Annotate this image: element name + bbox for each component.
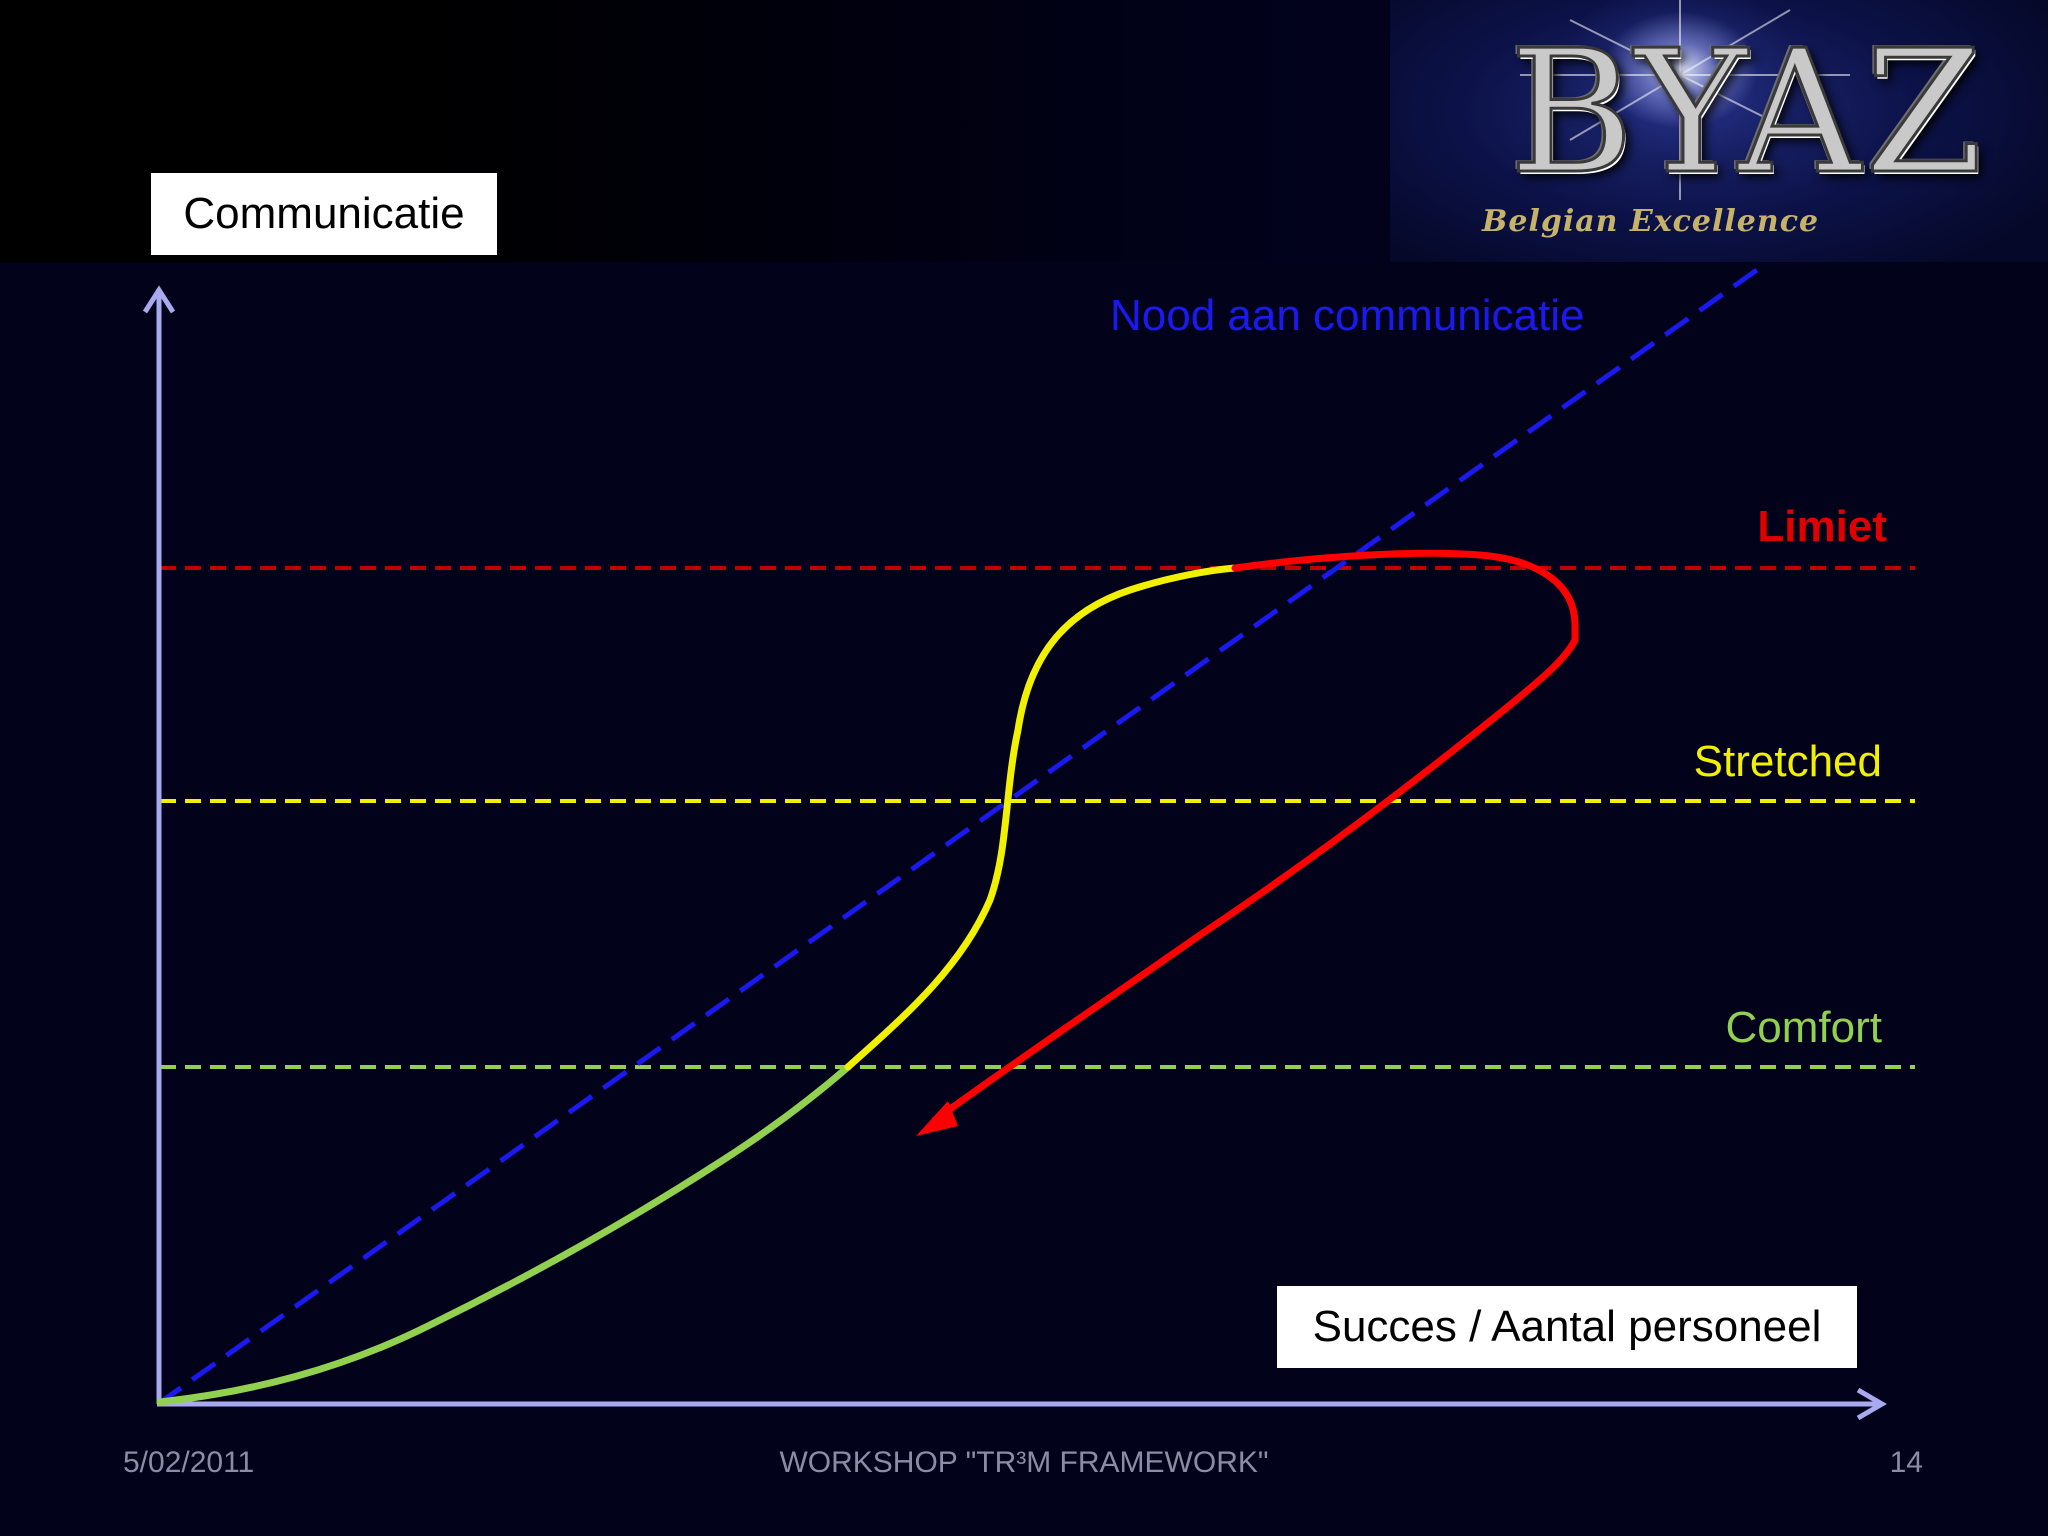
stretched-label: Stretched: [1694, 737, 1882, 786]
comfort-label: Comfort: [1726, 1003, 1882, 1052]
byaz-logo: BYAZ Belgian Excellence: [1390, 0, 2048, 262]
y-axis-label: Communicatie: [151, 173, 497, 255]
footer-title: WORKSHOP "TR³M FRAMEWORK": [779, 1446, 1269, 1479]
curve-comfort-segment: [156, 1063, 852, 1406]
need-line: [156, 259, 1770, 1407]
star-flare-icon: [1520, 0, 1850, 200]
y-axis: [142, 285, 176, 1404]
need-label: Nood aan communicatie: [1110, 291, 1584, 340]
page-number: 14: [1889, 1446, 1923, 1479]
limit-label: Limiet: [1757, 502, 1887, 551]
x-axis: [157, 1387, 1887, 1421]
curve-stretched-segment: [844, 564, 1239, 1071]
decline-arrowhead-icon: [916, 1101, 958, 1136]
x-axis-label: Succes / Aantal personeel: [1277, 1286, 1857, 1368]
footer-date: 5/02/2011: [123, 1446, 255, 1479]
logo-subtitle: Belgian Excellence: [1482, 204, 1820, 239]
curve-decline-segment: [931, 549, 1579, 1124]
logo-wordmark: BYAZ: [1508, 14, 1987, 212]
